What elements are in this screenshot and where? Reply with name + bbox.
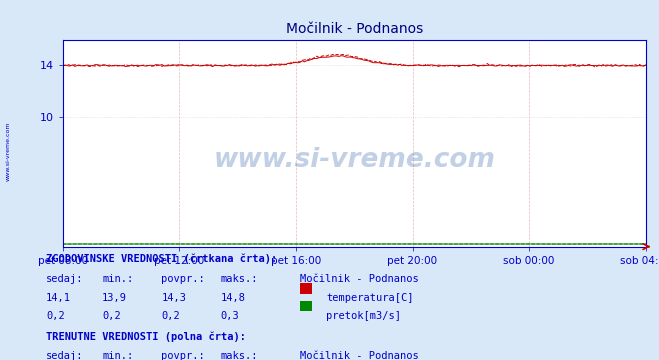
Text: povpr.:: povpr.:	[161, 351, 205, 360]
Text: TRENUTNE VREDNOSTI (polna črta):: TRENUTNE VREDNOSTI (polna črta):	[46, 332, 246, 342]
Text: min.:: min.:	[102, 351, 133, 360]
Text: min.:: min.:	[102, 274, 133, 284]
Text: sedaj:: sedaj:	[46, 351, 84, 360]
Text: Močilnik - Podnanos: Močilnik - Podnanos	[300, 351, 418, 360]
Text: www.si-vreme.com: www.si-vreme.com	[214, 147, 495, 173]
Text: 13,9: 13,9	[102, 293, 127, 303]
Text: sedaj:: sedaj:	[46, 274, 84, 284]
Text: temperatura[C]: temperatura[C]	[326, 293, 414, 303]
Text: 14,3: 14,3	[161, 293, 186, 303]
Title: Močilnik - Podnanos: Močilnik - Podnanos	[285, 22, 423, 36]
Text: 0,2: 0,2	[46, 311, 65, 321]
Text: maks.:: maks.:	[221, 274, 258, 284]
Text: povpr.:: povpr.:	[161, 274, 205, 284]
Text: 0,2: 0,2	[161, 311, 180, 321]
Text: 0,2: 0,2	[102, 311, 121, 321]
Text: pretok[m3/s]: pretok[m3/s]	[326, 311, 401, 321]
Text: 0,3: 0,3	[221, 311, 239, 321]
Text: Močilnik - Podnanos: Močilnik - Podnanos	[300, 274, 418, 284]
Text: 14,8: 14,8	[221, 293, 246, 303]
Text: 14,1: 14,1	[46, 293, 71, 303]
Text: maks.:: maks.:	[221, 351, 258, 360]
Text: www.si-vreme.com: www.si-vreme.com	[6, 121, 11, 181]
Text: ZGODOVINSKE VREDNOSTI (črtkana črta):: ZGODOVINSKE VREDNOSTI (črtkana črta):	[46, 254, 277, 264]
